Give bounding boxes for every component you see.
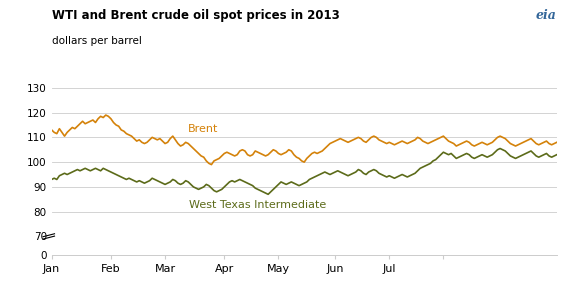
Text: dollars per barrel: dollars per barrel: [52, 36, 142, 46]
Text: eia: eia: [536, 9, 557, 22]
Text: WTI and Brent crude oil spot prices in 2013: WTI and Brent crude oil spot prices in 2…: [52, 9, 339, 22]
Text: Brent: Brent: [188, 124, 219, 134]
Text: West Texas Intermediate: West Texas Intermediate: [189, 200, 326, 210]
